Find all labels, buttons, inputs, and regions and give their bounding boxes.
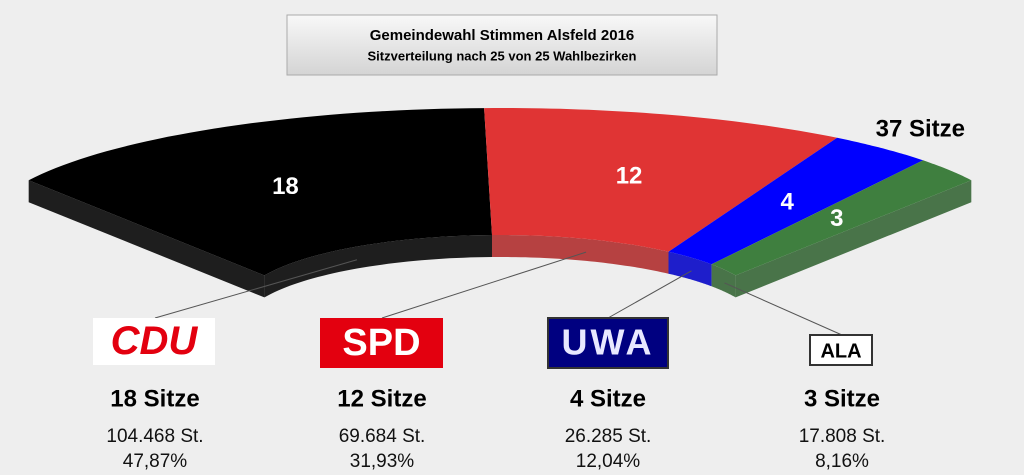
title-box	[286, 14, 718, 76]
percentage-label: 12,04%	[576, 451, 641, 472]
seat-count: 3	[830, 205, 843, 232]
chart-title: Gemeindewahl Stimmen Alsfeld 2016	[370, 27, 635, 44]
total-seats: 37 Sitze	[876, 115, 965, 142]
leader-line	[154, 259, 358, 319]
party-logo	[809, 334, 873, 366]
seat-count: 4	[781, 188, 795, 215]
party-logo	[320, 318, 443, 368]
party-name: UWA	[562, 322, 655, 363]
vote-label: 69.684 St.	[339, 426, 426, 447]
leader-line	[724, 282, 843, 336]
party-name: CDU	[111, 319, 199, 363]
vote-label: 17.808 St.	[799, 426, 886, 447]
leader-line	[607, 270, 692, 319]
seat-label: 12 Sitze	[337, 385, 426, 412]
party-name: ALA	[820, 340, 861, 362]
seat-segment-front	[711, 264, 736, 298]
seat-label: 4 Sitze	[570, 385, 646, 412]
percentage-label: 8,16%	[815, 451, 869, 472]
percentage-label: 31,93%	[350, 451, 415, 472]
seat-count: 12	[616, 162, 643, 189]
seat-segment	[484, 108, 838, 252]
party-logo	[93, 318, 215, 365]
party-logo	[547, 317, 669, 369]
percentage-label: 47,87%	[123, 451, 188, 472]
seat-label: 18 Sitze	[110, 385, 199, 412]
seat-segment-front	[668, 251, 712, 287]
seat-segment	[668, 137, 924, 265]
arc-end-face	[28, 180, 265, 298]
seat-count: 18	[272, 173, 299, 200]
seat-segment	[28, 108, 492, 276]
seat-segment	[711, 160, 972, 276]
chart-subtitle: Sitzverteilung nach 25 von 25 Wahlbezirk…	[368, 48, 637, 63]
seat-label: 3 Sitze	[804, 385, 880, 412]
arc-end-face	[735, 180, 972, 298]
vote-label: 104.468 St.	[106, 426, 203, 447]
vote-label: 26.285 St.	[565, 426, 652, 447]
seat-segment-front	[264, 235, 492, 298]
party-name: SPD	[342, 322, 420, 364]
leader-line	[381, 251, 587, 319]
